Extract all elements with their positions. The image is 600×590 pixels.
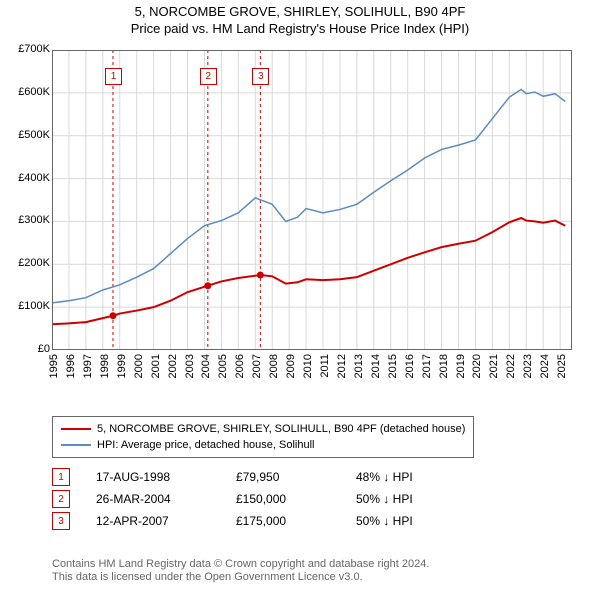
x-axis-label: 1995	[48, 354, 60, 378]
legend-label: HPI: Average price, detached house, Soli…	[97, 439, 315, 451]
transaction-badge: 3	[52, 512, 70, 530]
x-axis-label: 2003	[184, 354, 196, 378]
x-axis-label: 1997	[82, 354, 94, 378]
legend-label: 5, NORCOMBE GROVE, SHIRLEY, SOLIHULL, B9…	[97, 423, 465, 435]
y-axis-label: £0	[6, 343, 50, 355]
x-axis-label: 2021	[488, 354, 500, 378]
table-row: 2 26-MAR-2004£150,00050% ↓ HPI	[52, 488, 476, 510]
transaction-delta: 48% ↓ HPI	[356, 470, 476, 484]
footer-line-1: Contains HM Land Registry data © Crown c…	[52, 558, 429, 571]
x-axis-label: 2006	[234, 354, 246, 378]
footer-attribution: Contains HM Land Registry data © Crown c…	[52, 558, 429, 584]
transaction-delta: 50% ↓ HPI	[356, 514, 476, 528]
title-address: 5, NORCOMBE GROVE, SHIRLEY, SOLIHULL, B9…	[0, 4, 600, 19]
transaction-date: 17-AUG-1998	[96, 470, 236, 484]
x-axis-label: 2025	[556, 354, 568, 378]
x-axis-label: 1998	[99, 354, 111, 378]
transaction-badge: 1	[52, 468, 70, 486]
y-axis-label: £700K	[6, 43, 50, 55]
x-axis-label: 2001	[150, 354, 162, 378]
chart-marker-badge: 2	[200, 68, 217, 85]
chart-marker-badge: 1	[105, 68, 122, 85]
legend-box: 5, NORCOMBE GROVE, SHIRLEY, SOLIHULL, B9…	[52, 416, 474, 458]
x-axis-label: 2013	[353, 354, 365, 378]
x-axis-label: 2007	[251, 354, 263, 378]
x-axis-label: 2014	[370, 354, 382, 378]
x-axis-label: 2024	[539, 354, 551, 378]
y-axis-label: £600K	[6, 86, 50, 98]
y-axis-label: £100K	[6, 300, 50, 312]
transaction-badge: 2	[52, 490, 70, 508]
x-axis-label: 2017	[421, 354, 433, 378]
x-axis-label: 2009	[285, 354, 297, 378]
x-axis-label: 2022	[505, 354, 517, 378]
x-axis-label: 2010	[302, 354, 314, 378]
x-axis-label: 2005	[217, 354, 229, 378]
x-axis-label: 2004	[200, 354, 212, 378]
footer-line-2: This data is licensed under the Open Gov…	[52, 571, 429, 584]
legend-item: 5, NORCOMBE GROVE, SHIRLEY, SOLIHULL, B9…	[61, 421, 465, 437]
title-subtitle: Price paid vs. HM Land Registry's House …	[0, 21, 600, 36]
chart-svg	[52, 50, 572, 350]
x-axis-label: 2012	[336, 354, 348, 378]
y-axis-label: £500K	[6, 129, 50, 141]
transaction-price: £175,000	[236, 514, 356, 528]
x-axis-label: 2015	[387, 354, 399, 378]
transaction-price: £79,950	[236, 470, 356, 484]
transactions-table: 1 17-AUG-1998£79,95048% ↓ HPI 2 26-MAR-2004…	[52, 466, 476, 532]
table-row: 1 17-AUG-1998£79,95048% ↓ HPI	[52, 466, 476, 488]
x-axis-label: 2016	[404, 354, 416, 378]
transaction-delta: 50% ↓ HPI	[356, 492, 476, 506]
transaction-price: £150,000	[236, 492, 356, 506]
y-axis-label: £200K	[6, 257, 50, 269]
x-axis-label: 2018	[438, 354, 450, 378]
table-row: 3 12-APR-2007£175,00050% ↓ HPI	[52, 510, 476, 532]
price-chart	[52, 50, 572, 353]
x-axis-label: 2019	[455, 354, 467, 378]
legend-item: HPI: Average price, detached house, Soli…	[61, 437, 465, 453]
x-axis-label: 2000	[133, 354, 145, 378]
x-axis-label: 2020	[471, 354, 483, 378]
x-axis-label: 1999	[116, 354, 128, 378]
y-axis-label: £400K	[6, 172, 50, 184]
transaction-date: 12-APR-2007	[96, 514, 236, 528]
chart-marker-badge: 3	[252, 68, 269, 85]
x-axis-label: 1996	[65, 354, 77, 378]
x-axis-label: 2008	[268, 354, 280, 378]
x-axis-label: 2023	[522, 354, 534, 378]
transaction-date: 26-MAR-2004	[96, 492, 236, 506]
y-axis-label: £300K	[6, 214, 50, 226]
x-axis-label: 2011	[319, 354, 331, 378]
x-axis-label: 2002	[167, 354, 179, 378]
